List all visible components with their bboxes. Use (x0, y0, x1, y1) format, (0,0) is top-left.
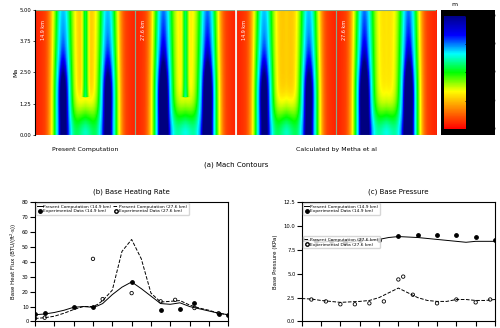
Text: m: m (452, 2, 458, 7)
Title: (b) Base Heating Rate: (b) Base Heating Rate (94, 189, 170, 195)
Point (380, 299, 388, 304)
Point (472, 234, 480, 239)
Point (356, 238, 364, 243)
Point (31, 316, 39, 321)
Text: Calculated by Metha et al: Calculated by Metha et al (296, 147, 376, 152)
Point (375, 237, 383, 242)
Point (409, 292, 417, 297)
Text: 0.0000e+00: 0.0000e+00 (470, 127, 496, 131)
Point (298, 237, 306, 242)
Point (452, 232, 460, 237)
Point (472, 300, 480, 305)
Point (336, 302, 344, 307)
Text: 14.9 km: 14.9 km (41, 20, 46, 40)
Point (326, 239, 334, 244)
Point (394, 233, 402, 238)
Point (40, 315, 48, 320)
Point (312, 239, 320, 244)
Point (70, 305, 78, 310)
Text: Present Computation: Present Computation (52, 147, 118, 152)
Point (128, 291, 136, 296)
Text: 1.2500e+00: 1.2500e+00 (470, 99, 496, 103)
Point (89, 305, 97, 310)
Point (214, 311, 222, 317)
Point (31, 311, 39, 317)
Point (491, 237, 499, 242)
Legend: Present Computation (14.9 km), Experimental Data (14.9 km), Present Computation : Present Computation (14.9 km), Experimen… (36, 203, 188, 215)
Bar (136, 10, 235, 135)
Point (40, 311, 48, 316)
Point (308, 297, 316, 302)
Legend: Present Computation (27.6 km), Experimental Data (27.6 km): Present Computation (27.6 km), Experimen… (302, 236, 380, 248)
Title: (c) Base Pressure: (c) Base Pressure (368, 189, 428, 195)
Point (176, 306, 184, 311)
Text: 14.9 km: 14.9 km (242, 20, 246, 40)
Point (89, 256, 97, 261)
Bar (236, 10, 336, 135)
Point (433, 301, 441, 306)
Point (322, 299, 330, 304)
Bar (35, 10, 136, 135)
Point (156, 308, 164, 313)
Point (366, 301, 374, 306)
Point (190, 300, 198, 305)
Text: 3.7500e+00: 3.7500e+00 (470, 42, 496, 46)
Point (98, 297, 106, 302)
Bar (336, 10, 436, 135)
Y-axis label: Base Pressure (KPa): Base Pressure (KPa) (273, 235, 278, 289)
Point (190, 305, 198, 311)
Point (452, 297, 460, 302)
Point (128, 279, 136, 285)
Point (341, 239, 349, 244)
Point (414, 233, 422, 238)
Text: 27.6 km: 27.6 km (142, 20, 146, 40)
Point (486, 297, 494, 302)
Point (433, 232, 441, 237)
Point (224, 313, 232, 318)
Text: 27.6 km: 27.6 km (342, 20, 347, 40)
Text: 2.5000e+00: 2.5000e+00 (470, 71, 496, 74)
Point (351, 302, 359, 307)
Text: 5.0000e+00: 5.0000e+00 (470, 14, 496, 18)
Y-axis label: Ma: Ma (14, 68, 18, 77)
Point (171, 297, 179, 302)
Y-axis label: Base Heat Flux (BTU/(ft²·s)): Base Heat Flux (BTU/(ft²·s)) (10, 224, 16, 299)
Text: (a) Mach Contours: (a) Mach Contours (204, 161, 268, 168)
Point (214, 311, 222, 316)
Point (399, 274, 407, 279)
Point (394, 277, 402, 282)
Point (156, 299, 164, 304)
